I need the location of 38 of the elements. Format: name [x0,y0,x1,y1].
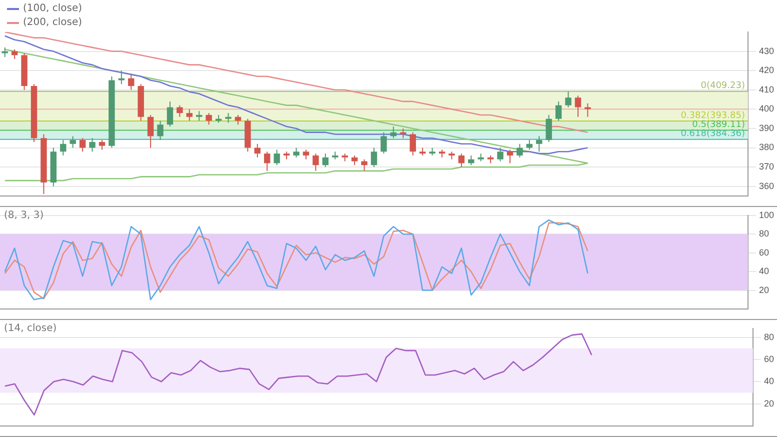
ref-line-label: 0(409.23) [700,81,745,92]
chart-title: (8, 3, 3) [4,210,44,221]
y-tick-label: 20 [758,284,769,295]
y-tick-label: 60 [764,354,774,364]
y-tick-label: 400 [758,104,774,114]
y-tick-label: 430 [758,46,774,56]
y-tick-label: 100 [758,210,774,220]
chart-title: (14, close) [4,323,57,334]
y-tick-label: 20 [764,398,774,408]
y-tick-label: 390 [758,122,774,133]
candlestick [206,112,212,126]
y-tick-label: 410 [758,84,774,94]
y-tick-label: 80 [758,228,769,239]
candlestick [478,153,484,162]
candlestick [225,112,232,124]
candlestick [565,90,572,108]
y-tick-label: 40 [758,266,769,276]
candlestick [448,151,455,160]
candlestick [429,147,436,156]
candlestick [584,102,591,118]
y-tick-label: 420 [758,65,774,76]
candlestick [342,153,348,162]
candlestick [176,104,183,118]
y-tick-label: 360 [758,180,774,191]
candlestick [293,147,300,158]
y-tick-label: 80 [764,332,774,342]
candlestick [89,138,96,152]
candlestick [70,136,76,148]
ref-line-label: 0.618(384.36) [680,129,745,140]
legend-label: (200, close) [23,16,82,30]
y-tick-label: 370 [758,162,774,172]
ref-line-label: 0.5(389.11) [692,120,745,130]
ref-line-label: 0.382(393.85) [680,110,745,121]
candlestick [497,147,504,162]
y-tick-label: 60 [758,247,769,258]
legend-label: (100, close) [23,2,82,16]
y-tick-label: 40 [764,376,774,386]
y-tick-label: 380 [758,142,774,152]
